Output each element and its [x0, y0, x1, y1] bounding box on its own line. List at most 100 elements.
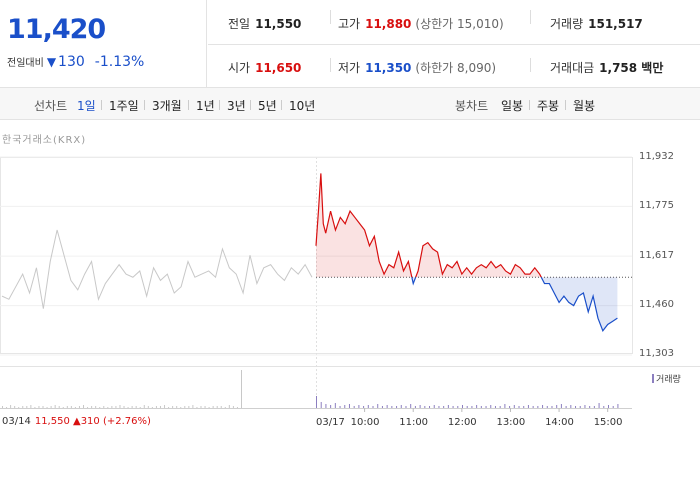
price-change: 전일대비 ▼ 130 -1.13% — [7, 54, 144, 70]
volume-bar — [546, 406, 548, 408]
volume-bar — [50, 406, 52, 408]
tab-period-5y[interactable]: 5년 — [258, 99, 277, 113]
volume-bar — [330, 405, 332, 408]
volume-bar — [184, 406, 186, 408]
volume-bar — [476, 405, 478, 408]
volume-bar — [192, 405, 194, 408]
tab-period-3m[interactable]: 3개월 — [152, 99, 182, 113]
tab-candle-daily[interactable]: 일봉 — [501, 99, 524, 113]
volume-bar — [509, 406, 511, 408]
volume-bar — [367, 405, 369, 408]
volume-bar — [131, 406, 133, 408]
volume-bar — [143, 405, 145, 408]
volume-bar — [494, 406, 496, 408]
volume-bar — [607, 405, 609, 408]
tab-period-10y[interactable]: 10년 — [289, 99, 316, 113]
volume-bar — [58, 406, 60, 408]
volume-bar — [396, 406, 398, 408]
volume-bar — [499, 406, 501, 408]
volume-bar — [504, 404, 506, 408]
upper-limit: (상한가 15,010) — [415, 17, 504, 31]
volume-bar — [490, 405, 492, 408]
volume-bar — [452, 406, 454, 408]
volume-bar — [372, 406, 374, 408]
volume-bar — [127, 407, 129, 408]
volume-bar — [485, 406, 487, 408]
volume-bar — [151, 407, 153, 408]
stat-value: 11,550 — [255, 17, 302, 31]
volume-bar — [348, 404, 350, 408]
volume-bar — [241, 370, 242, 408]
volume-bar — [216, 406, 218, 408]
stat-trade-value: 거래대금 1,758 백만 — [550, 59, 663, 76]
volume-bar — [612, 406, 614, 408]
volume-bar — [70, 406, 72, 408]
volume-bar — [466, 406, 468, 408]
volume-bar — [419, 405, 421, 408]
volume-bar — [603, 406, 605, 408]
prev-day-line — [1, 229, 313, 309]
today-line-up — [315, 173, 542, 278]
volume-bar — [115, 406, 117, 408]
volume-bar — [164, 405, 166, 408]
stat-label: 저가 — [338, 61, 361, 75]
tab-period-1y[interactable]: 1년 — [196, 99, 215, 113]
volume-bar — [339, 406, 341, 408]
volume-bar — [471, 406, 473, 408]
volume-legend: 거래량 — [652, 372, 681, 385]
change-percent: -1.13% — [94, 54, 145, 70]
volume-bar — [334, 403, 336, 408]
down-arrow-icon: ▼ — [46, 55, 57, 69]
volume-bar — [579, 406, 581, 408]
change-amount: 130 — [58, 54, 85, 70]
stat-value: 151,517 — [588, 17, 643, 31]
tab-period-1d[interactable]: 1일 — [77, 99, 96, 113]
volume-bar — [172, 406, 174, 408]
volume-bar — [377, 404, 379, 408]
volume-bar — [62, 407, 64, 408]
stat-high: 고가 11,880 (상한가 15,010) — [338, 15, 504, 32]
volume-bar — [30, 405, 32, 408]
tab-period-1w[interactable]: 1주일 — [109, 99, 139, 113]
y-tick-label: 11,932 — [639, 151, 674, 162]
volume-bar — [617, 404, 619, 408]
volume-bar — [447, 405, 449, 408]
tab-candle-weekly[interactable]: 주봉 — [537, 99, 560, 113]
volume-bar — [556, 405, 558, 408]
volume-bar — [363, 406, 365, 408]
volume-bar — [344, 405, 346, 408]
y-tick-label: 11,617 — [639, 250, 674, 261]
volume-bar — [405, 406, 407, 408]
volume-bar — [424, 406, 426, 408]
volume-bar — [527, 405, 529, 408]
volume-bar — [410, 404, 412, 408]
x-tick-label: 13:00 — [496, 417, 526, 428]
volume-bar — [155, 406, 157, 408]
volume-bar — [443, 406, 445, 408]
lower-limit: (하한가 8,090) — [415, 61, 497, 75]
x-tick-label: 15:00 — [593, 417, 623, 428]
volume-bar — [91, 406, 93, 408]
x-tick-label: 12:00 — [447, 417, 477, 428]
stat-label: 거래량 — [550, 17, 584, 31]
volume-bar — [575, 406, 577, 408]
tab-candle-monthly[interactable]: 월봉 — [573, 99, 596, 113]
volume-bar — [560, 404, 562, 408]
y-tick-label: 11,460 — [639, 299, 674, 310]
volume-bar — [176, 406, 178, 408]
volume-bar — [99, 407, 101, 408]
volume-bar — [593, 406, 595, 408]
stat-value: 11,880 — [365, 17, 412, 31]
volume-bar — [386, 405, 388, 408]
stat-volume: 거래량 151,517 — [550, 15, 643, 32]
tab-period-3y[interactable]: 3년 — [227, 99, 246, 113]
quote-header: 11,420 전일대비 ▼ 130 -1.13% 전일 11,550 고가 11,880(… — [0, 0, 700, 88]
volume-bar — [22, 406, 24, 408]
volume-bar — [518, 406, 520, 408]
prev-day-info: 03/14 11,550 ▲310 (+2.76%) — [2, 416, 151, 427]
volume-bar — [400, 405, 402, 408]
volume-bar — [119, 405, 121, 408]
volume-bar — [46, 407, 48, 408]
volume-bar — [457, 406, 459, 408]
volume-bar — [224, 407, 226, 408]
